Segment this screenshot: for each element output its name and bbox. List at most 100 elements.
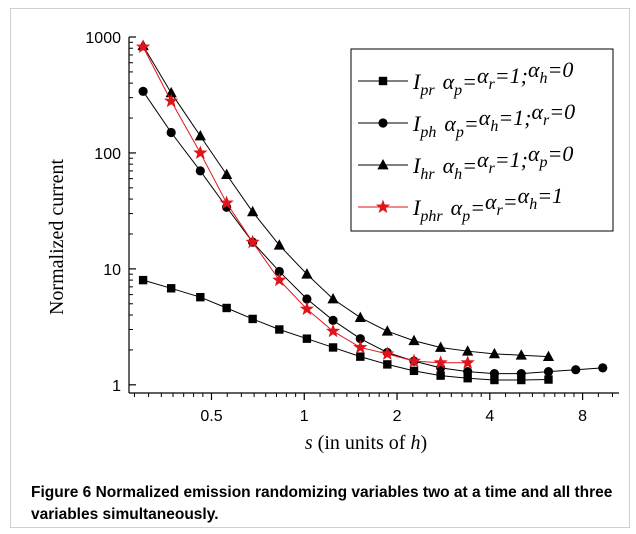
legend-alpha: α <box>443 69 455 94</box>
data-point <box>435 341 447 352</box>
data-point <box>463 367 473 377</box>
x-tick-label: 1 <box>300 408 309 425</box>
legend-marker <box>378 118 388 128</box>
data-point <box>489 368 500 379</box>
y-tick-label: 100 <box>94 146 121 163</box>
data-point <box>460 355 475 369</box>
legend-eq: =1; <box>498 105 531 130</box>
legend-alpha: α <box>518 183 530 208</box>
data-point <box>353 339 368 354</box>
data-point <box>542 350 555 362</box>
x-axis-label: s (in units of h) <box>305 432 427 454</box>
data-point <box>247 205 259 217</box>
data-point <box>135 39 151 54</box>
data-point <box>194 129 206 141</box>
x-tick-label: 4 <box>485 408 494 425</box>
data-point <box>328 315 338 325</box>
x-tick-label: 2 <box>393 408 402 425</box>
data-point <box>406 353 422 368</box>
legend-eq: =0 <box>548 57 574 82</box>
data-point <box>222 303 231 313</box>
series-line <box>142 279 549 381</box>
legend-alpha: α <box>479 105 491 130</box>
legend-alpha: α <box>451 195 463 220</box>
data-point <box>354 311 366 322</box>
data-point <box>164 93 179 108</box>
x-label-mid: (in units of <box>313 432 411 454</box>
data-point <box>166 127 176 138</box>
data-point <box>409 366 419 376</box>
caption-label: Figure 6 <box>31 484 92 501</box>
data-point <box>138 86 148 96</box>
legend-symbol: I <box>412 111 422 136</box>
legend-sub: pr <box>419 82 435 99</box>
legend-entry: Ihr αh=αr=1;αp=0 <box>358 141 573 183</box>
legend-alpha: α <box>477 63 489 88</box>
x-tick-label: 8 <box>578 408 587 425</box>
series-square <box>138 275 553 385</box>
legend-alpha: α <box>531 99 543 124</box>
legend-alpha-sub: r <box>489 160 496 177</box>
data-point <box>165 86 177 98</box>
data-point <box>245 234 260 249</box>
plot-axes: 1 10 100 1000 0.5 1 2 4 8 <box>85 30 619 425</box>
data-point <box>516 368 526 379</box>
x-label-unit: h <box>410 432 420 454</box>
legend-label: Ipr αp=αr=1;αh=0 <box>412 57 573 99</box>
data-point <box>302 334 312 343</box>
legend-alpha-sub: p <box>461 208 470 225</box>
data-point <box>571 365 581 375</box>
legend-symbol: I <box>412 153 422 178</box>
data-point <box>383 360 392 369</box>
legend-entry: Ipr αp=αr=1;αh=0 <box>358 57 573 99</box>
legend-box <box>350 48 614 232</box>
data-point <box>196 292 205 302</box>
y-axis-label: Normalized current <box>46 159 68 315</box>
legend-label: Iph αp=αh=1;αr=0 <box>412 99 575 141</box>
legend-alpha-sub: r <box>543 112 550 129</box>
legend-eq: = <box>464 111 479 136</box>
caption-text: Normalized emission randomizing variable… <box>31 484 613 523</box>
legend-alpha: α <box>477 147 489 172</box>
y-tick-label: 10 <box>103 262 121 279</box>
data-point <box>275 325 284 334</box>
data-point <box>273 239 285 250</box>
x-tick-label: 0.5 <box>200 408 222 425</box>
figure-caption: Figure 6 Normalized emission randomizing… <box>31 482 631 526</box>
figure-frame: 1 10 100 1000 0.5 1 2 4 8 Ipr αp=αr=1;αh=0 Iph αp=α… <box>10 8 630 528</box>
data-point <box>138 275 148 285</box>
y-tick-label: 1 <box>112 378 121 395</box>
legend-alpha-sub: h <box>529 196 537 213</box>
data-point <box>436 371 445 380</box>
data-point <box>544 375 553 384</box>
data-point <box>462 345 474 356</box>
x-label-end: ) <box>420 432 427 454</box>
data-point <box>543 367 554 377</box>
legend-entry: Iph αp=αh=1;αr=0 <box>358 99 575 141</box>
legend-marker <box>377 159 389 170</box>
legend-alpha: α <box>528 141 540 166</box>
legend-eq: =1; <box>495 147 528 172</box>
legend-alpha-sub: p <box>539 154 548 171</box>
data-point <box>598 363 608 373</box>
data-point <box>272 272 287 287</box>
data-point <box>515 349 527 360</box>
data-point <box>488 347 501 359</box>
legend-symbol: I <box>412 195 422 220</box>
data-point <box>356 352 365 361</box>
legend-alpha: α <box>443 153 455 178</box>
data-point <box>355 334 365 344</box>
legend-alpha: α <box>485 189 497 214</box>
y-tick-label: 1000 <box>85 30 121 47</box>
data-point <box>517 375 526 385</box>
legend-alpha-sub: r <box>497 202 504 219</box>
data-point <box>328 343 338 352</box>
data-point <box>248 314 257 324</box>
data-point <box>490 375 499 385</box>
data-point <box>195 166 205 176</box>
plot-marks <box>135 39 608 385</box>
legend-eq: =0 <box>549 99 575 124</box>
legend-eq: = <box>462 69 477 94</box>
